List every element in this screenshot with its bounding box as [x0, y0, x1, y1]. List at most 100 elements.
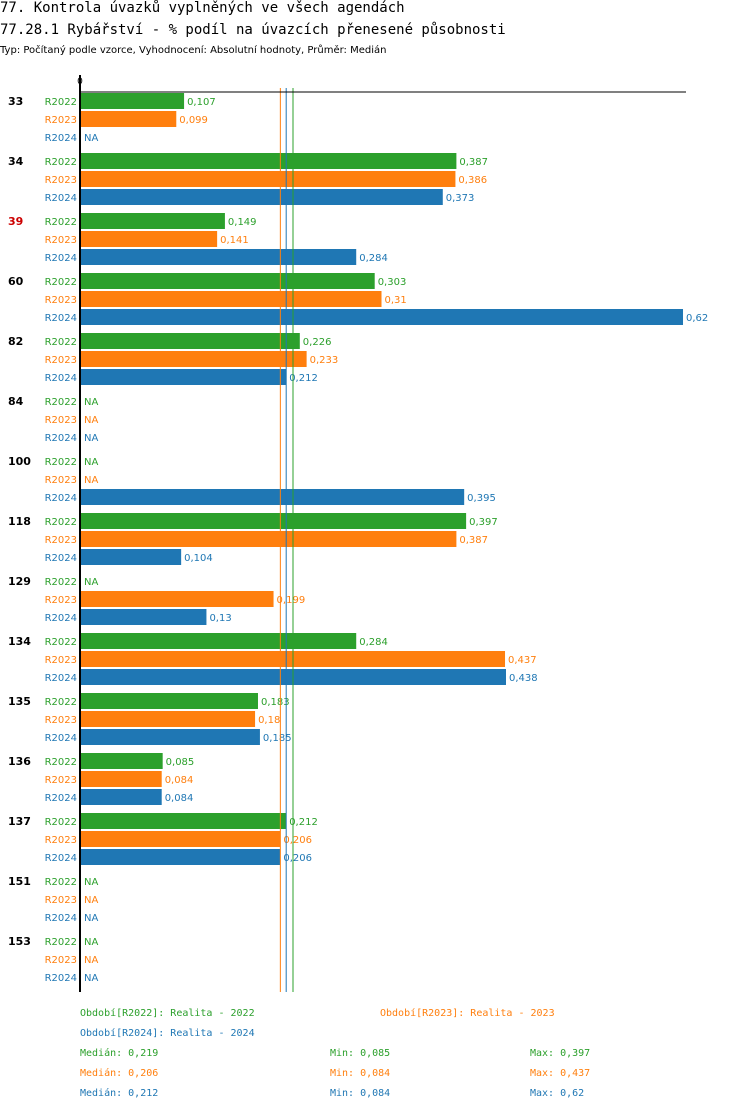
data-label: 0,084: [165, 775, 194, 786]
bar: [80, 333, 300, 349]
data-label: NA: [84, 415, 98, 426]
series-row-label: R2024: [45, 793, 77, 804]
data-label: 0,212: [289, 817, 318, 828]
bar: [80, 513, 467, 529]
data-label: 0,31: [385, 295, 407, 306]
data-label: NA: [84, 955, 98, 966]
bar: [80, 591, 274, 607]
series-row-label: R2022: [45, 937, 77, 948]
legend-period-r2023: Období[R2023]: Realita - 2023: [380, 1008, 555, 1019]
data-label: 0,373: [446, 193, 475, 204]
series-row-label: R2023: [45, 475, 77, 486]
legend-median-r2022: Medián: 0,219: [80, 1048, 159, 1059]
data-label: 0,141: [220, 235, 249, 246]
category-label: 136: [8, 755, 31, 768]
data-label: 0,233: [310, 355, 339, 366]
series-row-label: R2023: [45, 595, 77, 606]
series-row-label: R2022: [45, 877, 77, 888]
legend-min-r2022: Min: 0,085: [330, 1048, 391, 1059]
legend-min-r2023: Min: 0,084: [330, 1068, 391, 1079]
series-row-label: R2023: [45, 655, 77, 666]
legend-median-r2023: Medián: 0,206: [80, 1068, 159, 1079]
data-label: 0,387: [459, 535, 488, 546]
bar: [80, 753, 163, 769]
data-label: NA: [84, 937, 98, 948]
data-label: 0,099: [179, 115, 208, 126]
legend-max-r2023: Max: 0,437: [530, 1068, 591, 1079]
series-row-label: R2022: [45, 157, 77, 168]
data-label: 0,303: [378, 277, 407, 288]
series-row-label: R2024: [45, 253, 77, 264]
series-row-label: R2024: [45, 133, 77, 144]
data-label: NA: [84, 433, 98, 444]
data-label: NA: [84, 913, 98, 924]
series-row-label: R2022: [45, 517, 77, 528]
legend-max-r2022: Max: 0,397: [530, 1048, 591, 1059]
series-row-label: R2023: [45, 715, 77, 726]
data-label: 0,18: [258, 715, 280, 726]
chart-subtitle: 77.28.1 Rybářství - % podíl na úvazcích …: [0, 22, 506, 38]
data-label: 0,284: [359, 253, 388, 264]
data-label: 0,084: [165, 793, 194, 804]
legend-max-r2024: Max: 0,62: [530, 1088, 585, 1099]
series-row-label: R2022: [45, 337, 77, 348]
bar: [80, 813, 287, 829]
series-row-label: R2024: [45, 673, 77, 684]
category-label: 151: [8, 875, 31, 888]
data-label: NA: [84, 895, 98, 906]
category-label: 60: [8, 275, 24, 288]
data-label: 0,437: [508, 655, 537, 666]
series-row-label: R2023: [45, 235, 77, 246]
series-row-label: R2022: [45, 217, 77, 228]
bar: [80, 351, 307, 367]
legend-min-r2024: Min: 0,084: [330, 1088, 391, 1099]
bar: [80, 831, 281, 847]
data-label: 0,206: [283, 853, 312, 864]
bar: [80, 189, 443, 205]
bar: [80, 111, 177, 127]
series-row-label: R2024: [45, 373, 77, 384]
series-row-label: R2023: [45, 775, 77, 786]
category-label: 118: [8, 515, 31, 528]
series-row-label: R2023: [45, 355, 77, 366]
series-row-label: R2023: [45, 835, 77, 846]
data-label: 0,13: [209, 613, 231, 624]
series-row-label: R2022: [45, 457, 77, 468]
series-row-label: R2024: [45, 853, 77, 864]
data-label: NA: [84, 397, 98, 408]
series-row-label: R2024: [45, 313, 77, 324]
series-row-label: R2024: [45, 553, 77, 564]
series-row-label: R2024: [45, 733, 77, 744]
data-label: 0,397: [469, 517, 498, 528]
series-row-label: R2024: [45, 913, 77, 924]
category-label: 137: [8, 815, 31, 828]
bar: [80, 693, 258, 709]
series-row-label: R2022: [45, 577, 77, 588]
data-label: 0,183: [261, 697, 290, 708]
data-label: NA: [84, 475, 98, 486]
series-row-label: R2022: [45, 637, 77, 648]
series-row-label: R2022: [45, 817, 77, 828]
series-row-label: R2023: [45, 415, 77, 426]
series-row-label: R2023: [45, 175, 77, 186]
category-label: 84: [8, 395, 24, 408]
series-row-label: R2022: [45, 697, 77, 708]
bar: [80, 249, 357, 265]
chart-type-line: Typ: Počítaný podle vzorce, Vyhodnocení:…: [0, 45, 387, 56]
data-label: 0,199: [277, 595, 306, 606]
data-label: 0,212: [289, 373, 318, 384]
data-label: NA: [84, 877, 98, 888]
data-label: NA: [84, 577, 98, 588]
bar: [80, 369, 287, 385]
series-row-label: R2024: [45, 193, 77, 204]
bar: [80, 771, 162, 787]
series-row-label: R2022: [45, 397, 77, 408]
bar: [80, 729, 260, 745]
bar: [80, 849, 281, 865]
data-label: 0,386: [458, 175, 487, 186]
bar: [80, 171, 456, 187]
category-label: 135: [8, 695, 31, 708]
bar: [80, 711, 256, 727]
data-label: NA: [84, 457, 98, 468]
bar: [80, 213, 225, 229]
